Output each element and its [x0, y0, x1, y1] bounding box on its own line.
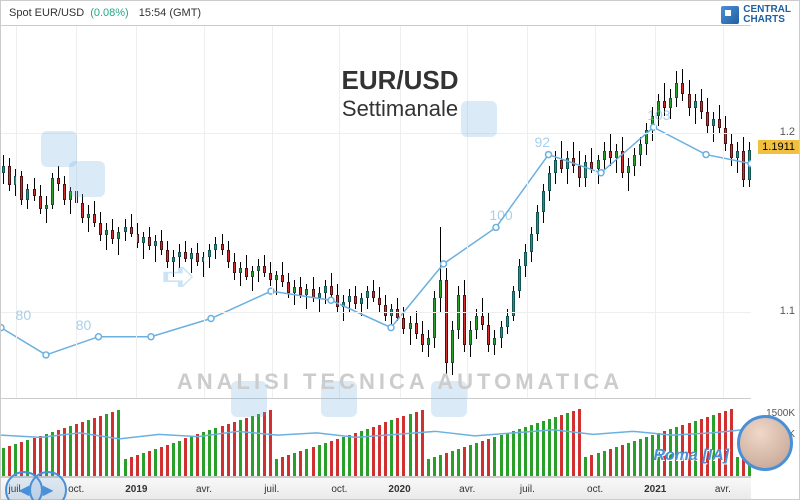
- chart-title-block: EUR/USD Settimanale: [341, 65, 458, 122]
- instrument-label: Spot EUR/USD: [9, 7, 84, 19]
- brand-logo[interactable]: CENTRAL CHARTS: [721, 5, 791, 25]
- chart-subtitle: Settimanale: [341, 96, 458, 122]
- time-axis[interactable]: juil.oct.2019avr.juil.oct.2020avr.juil.o…: [1, 477, 751, 499]
- price-change: (0.08%): [90, 7, 129, 19]
- arrow-icon: ➪: [161, 251, 196, 300]
- chart-title: EUR/USD: [341, 65, 458, 96]
- volume-line: [1, 401, 751, 477]
- price-axis: 1.11.2: [751, 25, 799, 399]
- timestamp: 15:54 (GMT): [139, 7, 201, 19]
- chart-container: Spot EUR/USD (0.08%) 15:54 (GMT) CENTRAL…: [0, 0, 800, 500]
- volume-chart[interactable]: [1, 401, 751, 477]
- logo-icon: [721, 6, 739, 24]
- header: Spot EUR/USD (0.08%) 15:54 (GMT): [9, 3, 791, 23]
- logo-text: CENTRAL CHARTS: [743, 5, 791, 25]
- avatar-name: Roma [IA]: [653, 447, 729, 465]
- avatar-icon[interactable]: [737, 415, 793, 471]
- watermark-text: ANALISI TECNICA AUTOMATICA: [177, 369, 623, 395]
